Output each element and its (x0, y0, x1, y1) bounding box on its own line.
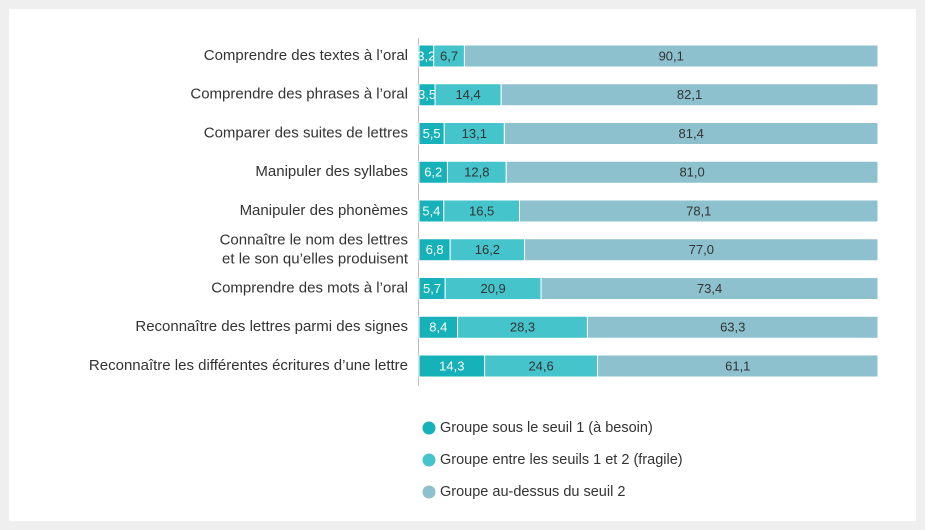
value-label: 90,1 (659, 48, 684, 63)
category-label: Comprendre des phrases à l’oral (190, 86, 408, 103)
value-label: 3,5 (418, 87, 436, 102)
value-label: 8,4 (429, 320, 447, 335)
value-label: 20,9 (480, 281, 505, 296)
category-label: Reconnaître les différentes écritures d’… (89, 357, 408, 374)
value-label: 5,4 (422, 203, 440, 218)
category-label: Reconnaître des lettres parmi des signes (135, 318, 408, 335)
value-label: 24,6 (528, 358, 553, 373)
value-label: 73,4 (697, 281, 722, 296)
bar-segment (463, 44, 879, 68)
bar-segment (500, 83, 879, 107)
legend-swatch (422, 421, 436, 435)
value-label: 6,7 (440, 48, 458, 63)
legend-swatch (422, 485, 436, 499)
category-label: Manipuler des syllabes (255, 163, 408, 180)
value-label: 78,1 (686, 203, 711, 218)
bar-segment (503, 122, 879, 145)
bar-segment (597, 354, 879, 378)
bar-segment (505, 160, 879, 184)
value-label: 5,7 (423, 281, 441, 296)
legend-swatch (422, 453, 436, 467)
value-label: 28,3 (510, 320, 535, 335)
bar-segment (586, 315, 879, 339)
value-label: 6,8 (426, 242, 444, 257)
value-label: 6,2 (424, 165, 442, 180)
category-label: Connaître le nom des lettres et le son qu… (220, 231, 409, 267)
category-label: Comprendre des mots à l’oral (211, 279, 408, 296)
value-label: 5,5 (423, 126, 441, 141)
legend-label: Groupe sous le seuil 1 (à besoin) (440, 420, 653, 436)
value-label: 14,4 (455, 87, 480, 102)
value-label: 61,1 (725, 358, 750, 373)
value-label: 82,1 (677, 87, 702, 102)
value-label: 3,2 (417, 48, 435, 63)
legend-label: Groupe au-dessus du seuil 2 (440, 484, 625, 500)
value-label: 16,2 (475, 242, 500, 257)
value-label: 81,0 (679, 165, 704, 180)
category-label: Comparer des suites de lettres (204, 124, 408, 141)
category-label: Comprendre des textes à l’oral (204, 47, 408, 64)
category-label: Manipuler des phonèmes (240, 202, 408, 219)
value-label: 14,3 (439, 358, 464, 373)
bar-segment (540, 277, 879, 300)
value-label: 13,1 (462, 126, 487, 141)
legend-label: Groupe entre les seuils 1 et 2 (fragile) (440, 452, 683, 468)
value-label: 16,5 (469, 203, 494, 218)
value-label: 81,4 (679, 126, 704, 141)
bar-segment (524, 238, 879, 262)
value-label: 63,3 (720, 320, 745, 335)
bar-segment (519, 199, 879, 223)
value-label: 12,8 (464, 165, 489, 180)
value-label: 77,0 (689, 242, 714, 257)
